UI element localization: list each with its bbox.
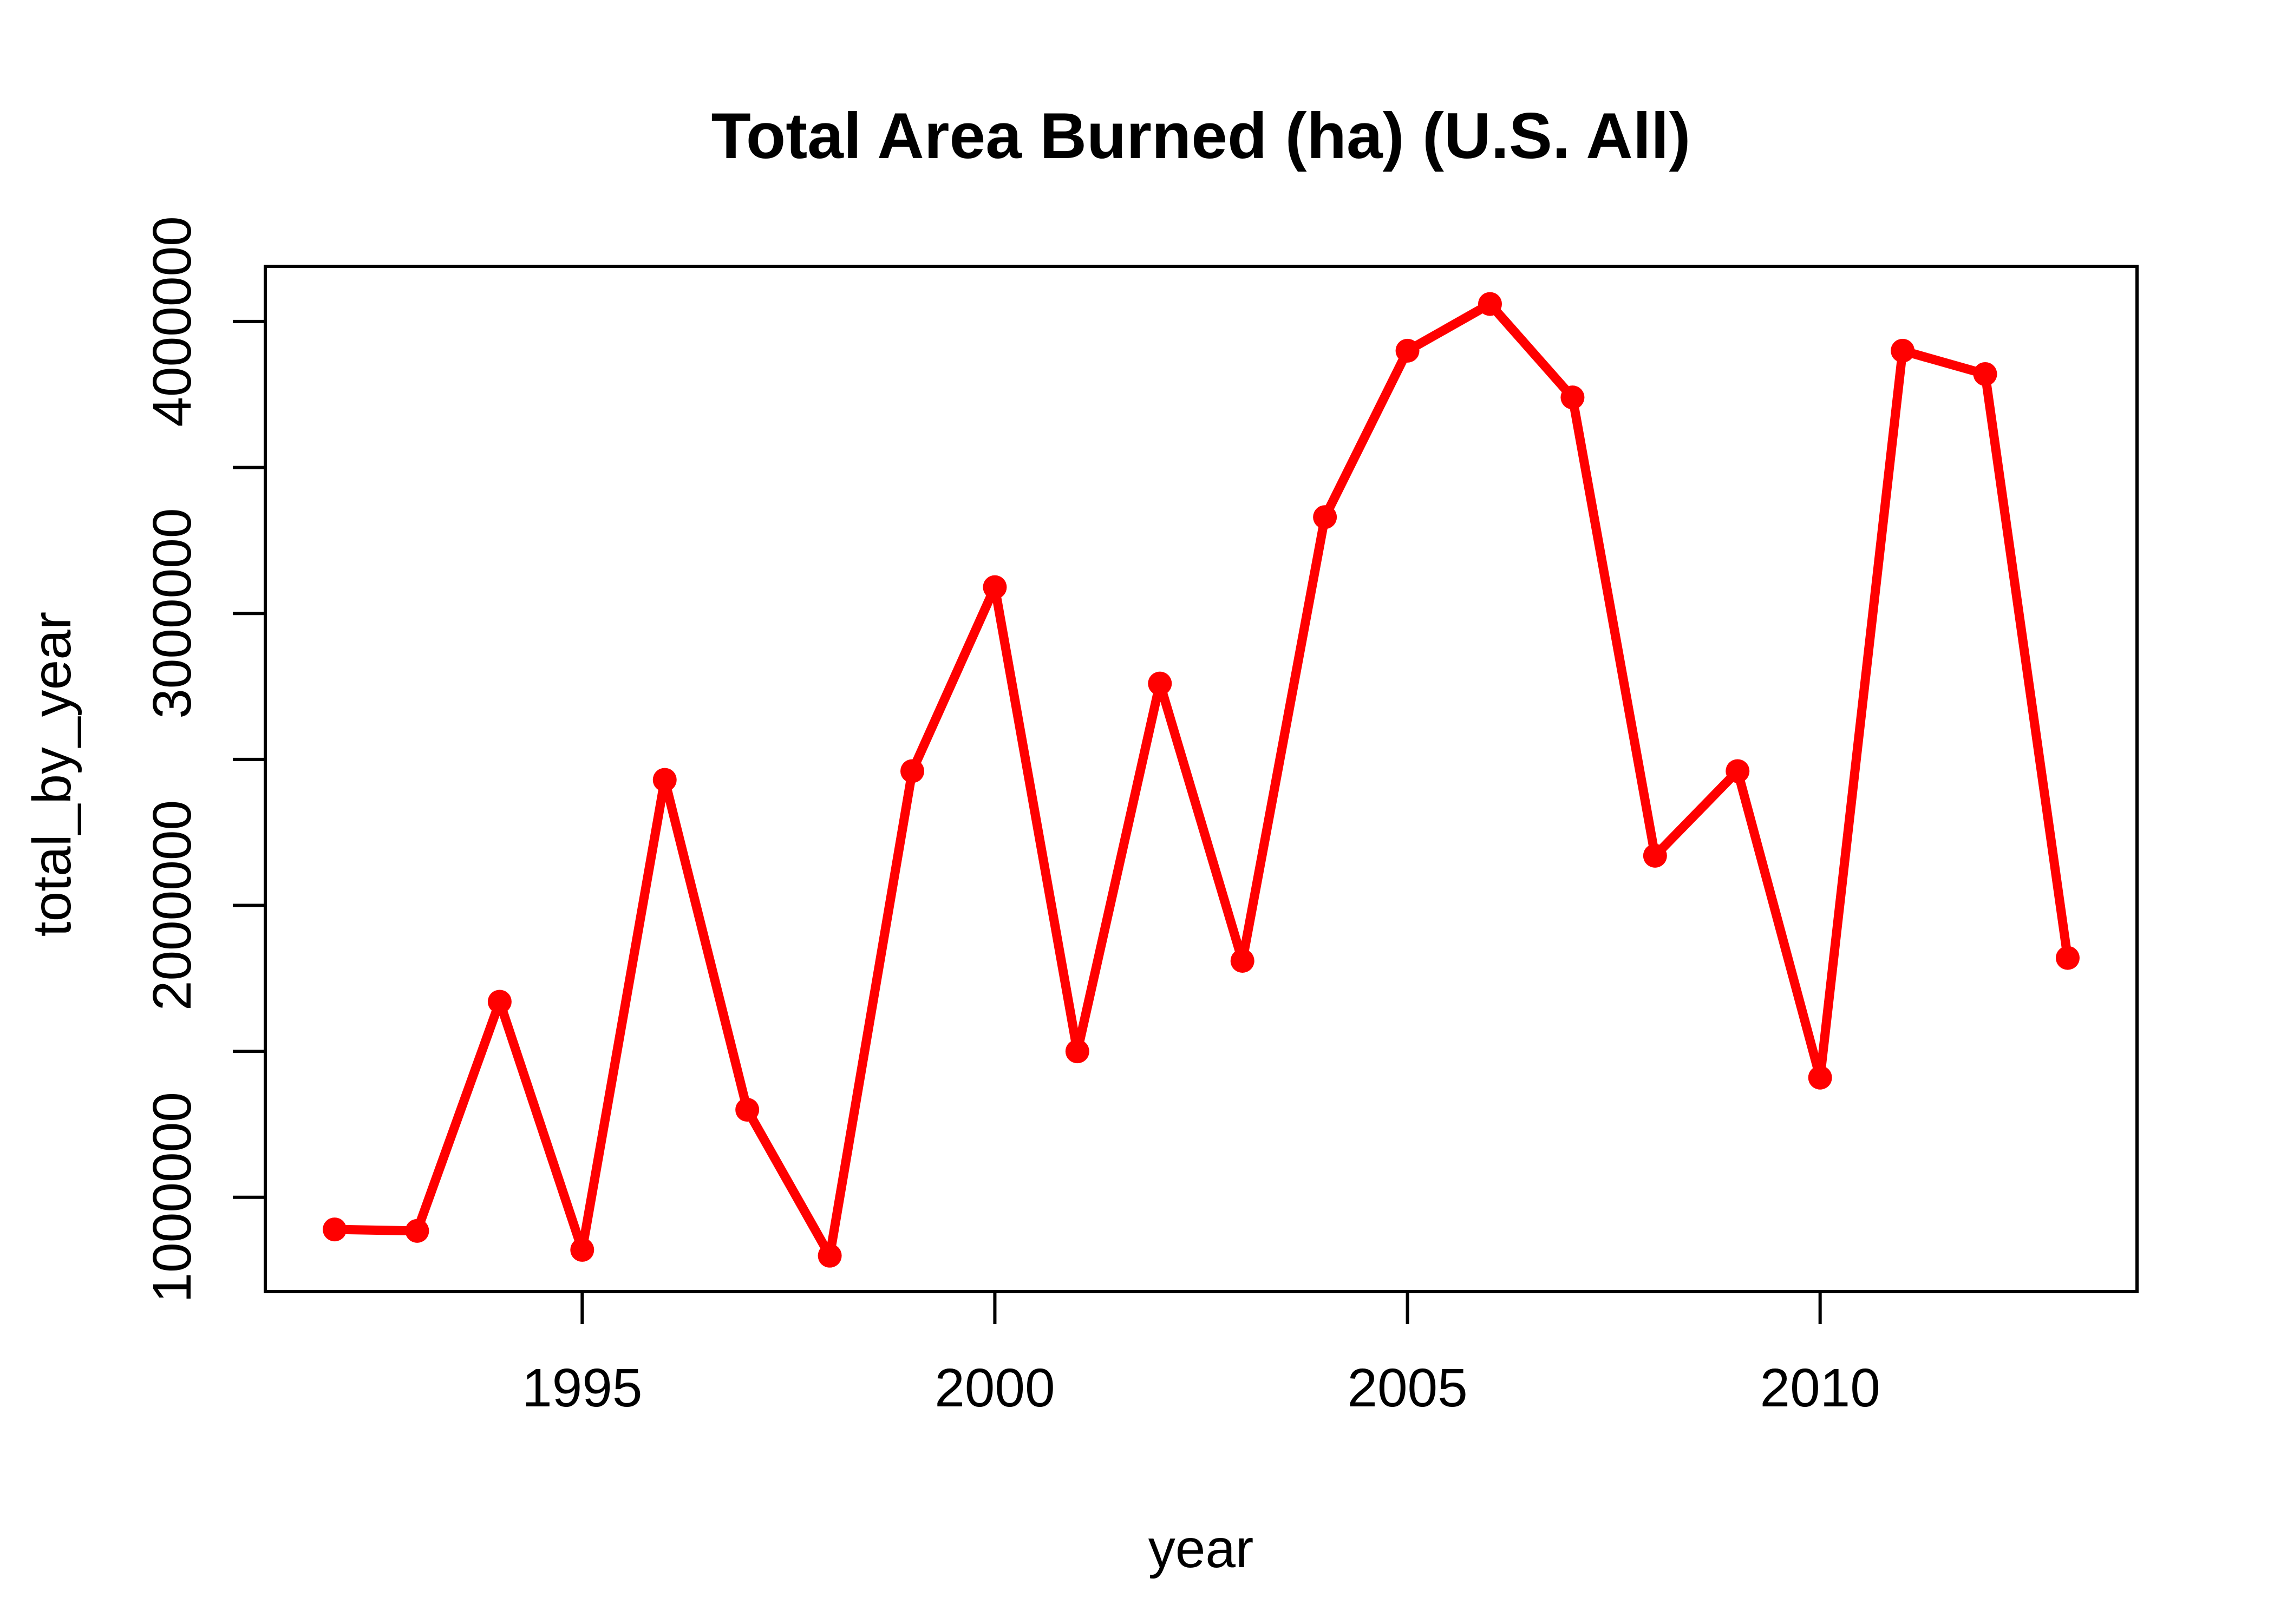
data-point-2010 [1808, 1065, 1832, 1090]
plot-area: 1995 2000 2005 2010 1000000 2000000 3000000 400… [142, 216, 2139, 1418]
data-point-2006 [1478, 292, 1502, 316]
y-axis-tick-label: 2000000 [142, 800, 202, 1011]
chart-title: Total Area Burned (ha) (U.S. All) [711, 100, 1691, 172]
data-point-1996 [652, 768, 677, 792]
x-axis-tick-label: 1995 [522, 1358, 642, 1418]
data-point-2005 [1395, 338, 1420, 363]
y-axis-title: total_by_year [22, 612, 82, 937]
data-point-2003 [1230, 948, 1254, 973]
data-point-2001 [1065, 1039, 1089, 1064]
data-point-2013 [2055, 946, 2080, 970]
data-point-1997 [735, 1098, 760, 1122]
data-point-2000 [983, 575, 1007, 599]
y-axis-tick-label: 1000000 [142, 1092, 202, 1302]
x-axis-title: year [1148, 1518, 1254, 1579]
x-axis-tick-label: 2005 [1347, 1358, 1467, 1418]
plot-box [264, 265, 2139, 1293]
data-point-2004 [1313, 505, 1337, 529]
data-series-line [330, 299, 2073, 1261]
x-axis-tick-label: 2010 [1760, 1358, 1880, 1418]
data-point-1999 [900, 759, 925, 783]
data-point-2012 [1973, 362, 1997, 386]
data-point-1998 [818, 1243, 842, 1268]
data-point-2009 [1726, 759, 1750, 783]
data-point-1995 [570, 1237, 594, 1262]
data-point-2007 [1560, 385, 1585, 410]
data-point-1992 [323, 1217, 347, 1242]
data-point-2011 [1891, 338, 1915, 363]
data-point-2002 [1148, 671, 1172, 696]
y-axis-tick-label: 4000000 [142, 216, 202, 427]
data-point-1993 [405, 1219, 429, 1243]
y-axis-tick-label: 3000000 [142, 508, 202, 719]
data-point-2008 [1643, 843, 1667, 868]
x-axis-tick-label: 2000 [935, 1358, 1055, 1418]
data-point-1994 [487, 990, 512, 1014]
